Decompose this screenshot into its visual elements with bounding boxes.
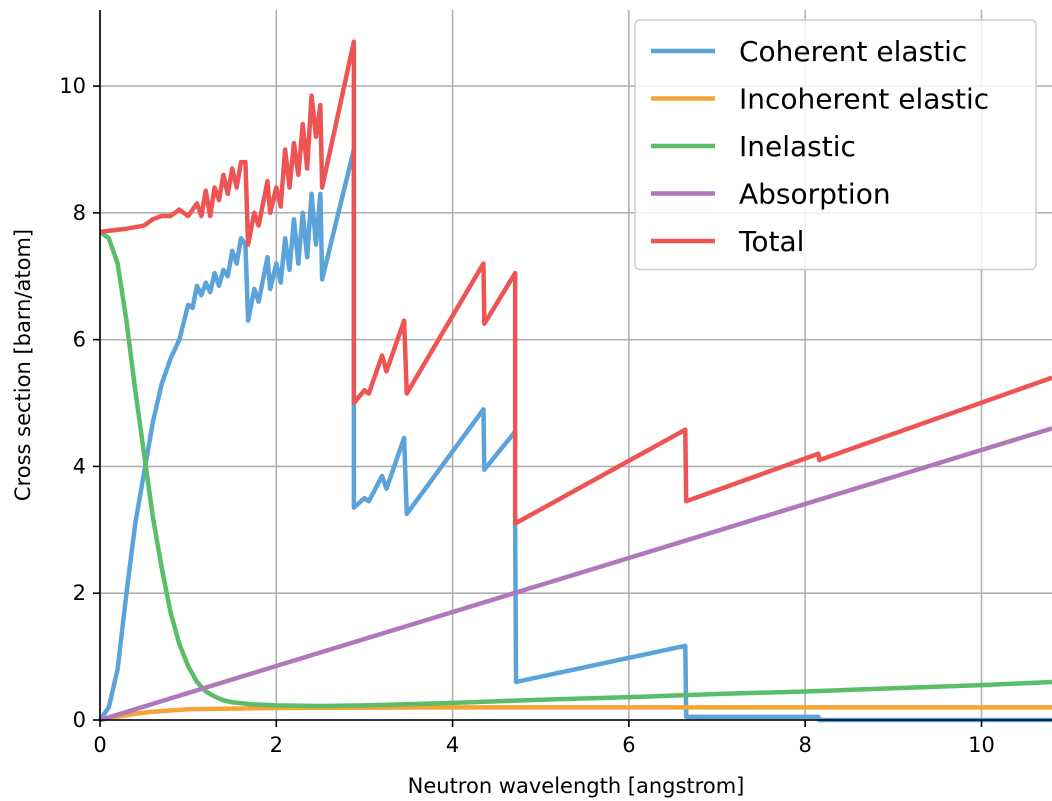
x-tick-label: 10	[968, 733, 995, 757]
legend-label-total: Total	[738, 225, 804, 258]
series-line-coherent-elastic	[98, 147, 1052, 723]
x-tick-label: 4	[446, 733, 459, 757]
series-line-inelastic	[98, 230, 1052, 709]
legend-label-coherent-elastic: Coherent elastic	[739, 35, 967, 68]
series-line-absorption	[99, 426, 1052, 723]
x-tick-label: 2	[270, 733, 283, 757]
x-axis-label: Neutron wavelength [angstrom]	[408, 774, 745, 798]
y-tick-label: 4	[73, 454, 86, 478]
legend-frame	[634, 19, 1037, 271]
x-tick-label: 8	[798, 733, 811, 757]
tick-labels: 0 2 4 6 8 10 0 2 4 6 8 10	[59, 74, 995, 757]
series-line-incoherent-elastic	[99, 705, 1052, 723]
y-tick-label: 8	[73, 201, 86, 225]
series-line-total	[99, 39, 1052, 526]
legend: Coherent elastic Incoherent elastic Inelas…	[634, 19, 1037, 271]
y-tick-label: 0	[73, 708, 86, 732]
legend-label-inelastic: Inelastic	[739, 130, 856, 163]
axes	[93, 10, 1052, 727]
x-tick-label: 6	[622, 733, 635, 757]
y-tick-label: 6	[73, 328, 86, 352]
y-tick-label: 10	[59, 74, 86, 98]
legend-label-absorption: Absorption	[739, 178, 891, 211]
legend-label-incoherent-elastic: Incoherent elastic	[739, 83, 989, 116]
x-tick-label: 0	[93, 733, 106, 757]
series-lines	[98, 39, 1052, 723]
y-tick-label: 2	[73, 581, 86, 605]
y-axis-label: Cross section [barn/atom]	[11, 229, 35, 501]
